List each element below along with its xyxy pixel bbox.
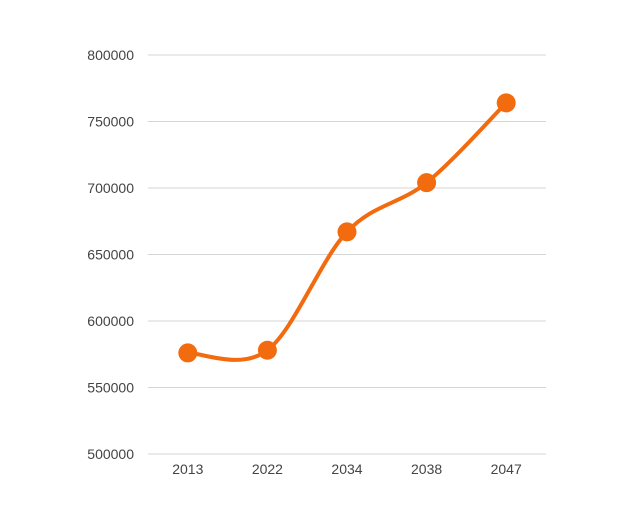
data-point xyxy=(178,343,198,363)
x-axis: 2013 2022 2034 2038 2047 xyxy=(172,461,522,477)
y-tick-label: 600000 xyxy=(87,313,134,329)
x-tick-label: 2022 xyxy=(252,461,283,477)
x-tick-label: 2047 xyxy=(491,461,522,477)
data-point xyxy=(417,173,437,193)
y-tick-label: 550000 xyxy=(87,380,134,396)
y-tick-label: 700000 xyxy=(87,180,134,196)
y-tick-label: 800000 xyxy=(87,47,134,63)
y-axis: 500000 550000 600000 650000 700000 750000 8000… xyxy=(87,47,134,462)
data-point xyxy=(496,93,516,113)
x-tick-label: 2034 xyxy=(331,461,362,477)
y-tick-label: 500000 xyxy=(87,446,134,462)
y-tick-label: 650000 xyxy=(87,247,134,263)
data-point xyxy=(337,222,357,242)
x-tick-label: 2013 xyxy=(172,461,203,477)
y-tick-label: 750000 xyxy=(87,114,134,130)
x-tick-label: 2038 xyxy=(411,461,442,477)
gridlines xyxy=(148,54,546,455)
data-point xyxy=(257,340,277,360)
data-points xyxy=(178,93,516,363)
